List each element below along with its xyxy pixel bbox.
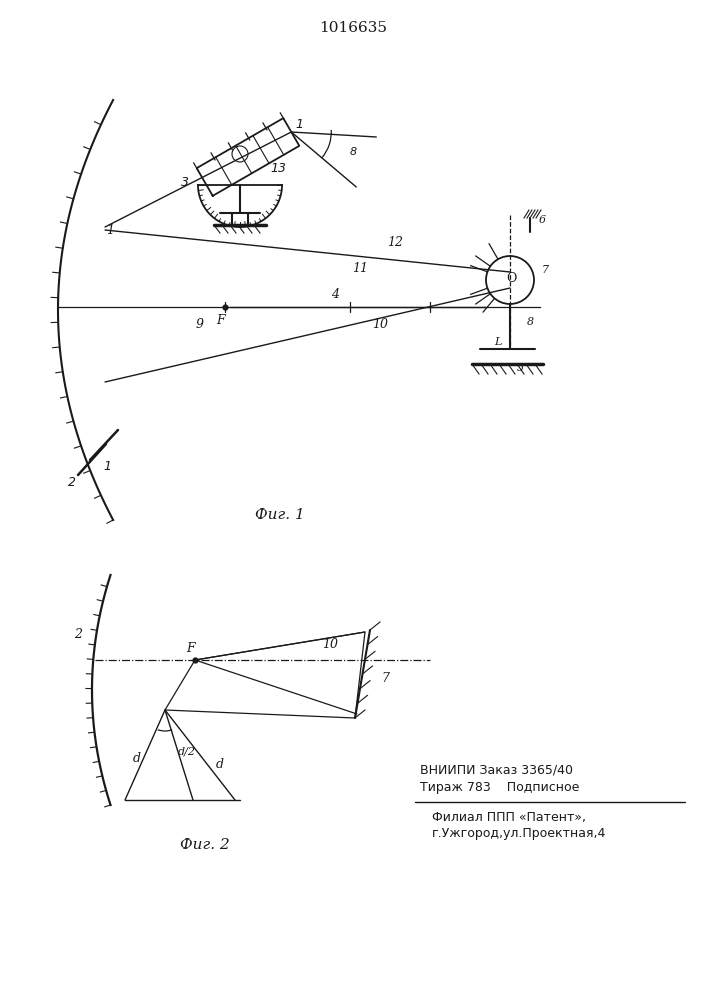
Text: d/2: d/2 (178, 747, 196, 757)
Text: 1: 1 (296, 117, 303, 130)
Text: 7: 7 (381, 672, 389, 684)
Text: 7: 7 (542, 265, 549, 275)
Text: 13: 13 (270, 162, 286, 176)
Text: 6: 6 (539, 215, 546, 225)
Text: d: d (133, 752, 141, 764)
Text: 2: 2 (74, 629, 82, 642)
Text: 10: 10 (322, 638, 338, 650)
Text: F: F (186, 642, 194, 654)
Text: 8: 8 (527, 317, 534, 327)
Text: 9: 9 (196, 318, 204, 332)
Text: 8: 8 (350, 147, 357, 157)
Text: 5: 5 (516, 363, 524, 373)
Text: 1: 1 (103, 460, 111, 474)
Text: 12: 12 (387, 235, 403, 248)
Text: Фиг. 2: Фиг. 2 (180, 838, 230, 852)
Text: 4: 4 (331, 288, 339, 302)
Text: d: d (216, 758, 224, 772)
Text: 3: 3 (181, 176, 189, 188)
Text: 10: 10 (372, 318, 388, 332)
Text: Филиал ППП «Патент»,: Филиал ППП «Патент», (432, 810, 586, 824)
Text: 2: 2 (68, 476, 76, 488)
Text: O: O (506, 272, 516, 286)
Text: ВНИИПИ Заказ 3365/40: ВНИИПИ Заказ 3365/40 (420, 764, 573, 776)
Text: L: L (494, 337, 502, 347)
Text: Фиг. 1: Фиг. 1 (255, 508, 305, 522)
Text: 1: 1 (106, 224, 114, 236)
Text: Тираж 783    Подписное: Тираж 783 Подписное (420, 780, 579, 794)
Text: 11: 11 (352, 262, 368, 275)
Text: г.Ужгород,ул.Проектная,4: г.Ужгород,ул.Проектная,4 (432, 826, 607, 840)
Text: 1016635: 1016635 (319, 21, 387, 35)
Text: F: F (216, 314, 224, 326)
